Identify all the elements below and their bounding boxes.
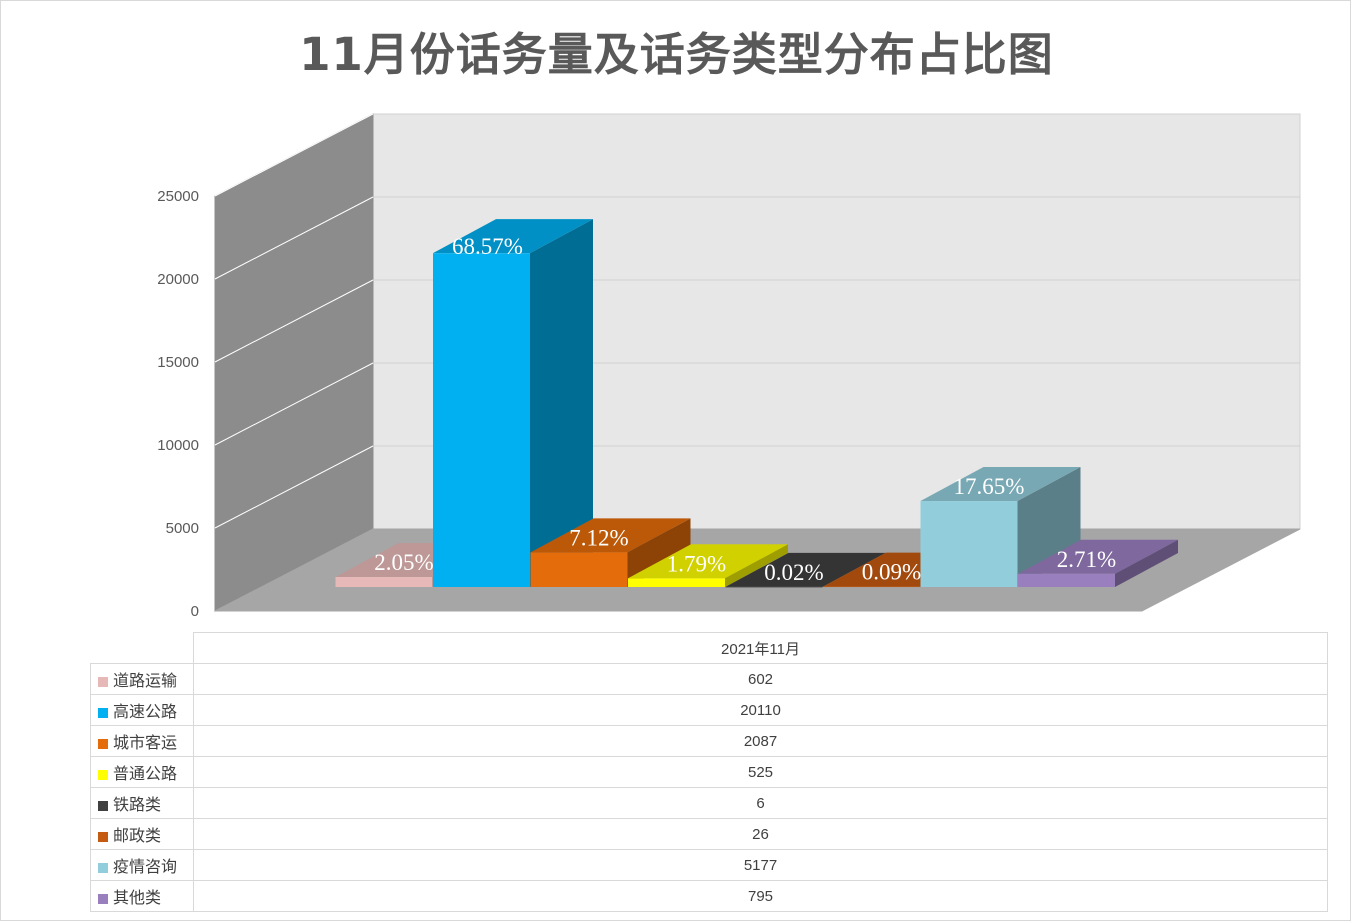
legend-swatch (98, 893, 108, 904)
table-row: 铁路类 6 (90, 787, 1328, 819)
legend-key: 高速公路 (90, 694, 194, 726)
legend-label: 城市客运 (113, 733, 178, 752)
legend-key: 疫情咨询 (90, 849, 194, 881)
y-axis-ticks: 0 5000 10000 15000 20000 25000 (157, 188, 199, 620)
legend-key: 其他类 (90, 880, 194, 912)
data-table-corner (90, 632, 194, 664)
bar-side (1115, 539, 1178, 587)
bar-top (433, 219, 593, 254)
bar-7 (920, 467, 1081, 587)
y-tick-label: 10000 (157, 437, 199, 454)
table-value: 26 (193, 818, 1328, 850)
gridline-side (214, 196, 374, 280)
data-labels: 2.05% 68.57% 7.12% 1.79% 0.02% 0.09% 17.65% 2.7… (374, 234, 1116, 585)
y-tick-label: 20000 (157, 271, 199, 288)
bar-front (433, 253, 530, 587)
data-table-header-category: 2021年11月 (193, 632, 1328, 664)
data-label: 2.05% (374, 550, 433, 575)
table-value: 6 (193, 787, 1328, 819)
legend-swatch (98, 738, 108, 749)
data-label: 7.12% (569, 525, 628, 550)
legend-swatch (98, 676, 108, 687)
table-row: 普通公路 525 (90, 756, 1328, 788)
table-value: 525 (193, 756, 1328, 788)
bar-front (628, 578, 725, 587)
bar-top (725, 552, 886, 587)
bar-3 (530, 518, 691, 587)
bar-front (1018, 573, 1115, 587)
bar-top (1018, 539, 1178, 574)
y-tick-label: 15000 (157, 354, 199, 371)
side-wall (214, 113, 374, 612)
gridline-side (214, 362, 374, 446)
y-tick-label: 0 (191, 603, 199, 620)
data-label: 17.65% (954, 474, 1025, 499)
bar-top (628, 544, 788, 579)
bar-4 (628, 544, 788, 587)
bar-top (920, 467, 1081, 502)
legend-key: 道路运输 (90, 663, 194, 695)
legend-label: 普通公路 (113, 764, 178, 783)
data-label: 1.79% (667, 551, 726, 576)
data-table: 2021年11月 道路运输 602 高速公路 20110 城市客运 2087 普通公路 525… (90, 632, 1328, 912)
bar-front (335, 577, 433, 587)
table-row: 其他类 795 (90, 880, 1328, 912)
legend-label: 高速公路 (113, 702, 178, 721)
legend-swatch (98, 862, 108, 873)
y-tick-label: 5000 (166, 520, 199, 537)
legend-key: 铁路类 (90, 787, 194, 819)
table-value: 20110 (193, 694, 1328, 726)
legend-swatch (98, 831, 108, 842)
legend-swatch (98, 800, 108, 811)
legend-key: 邮政类 (90, 818, 194, 850)
plot-area: 0 5000 10000 15000 20000 25000 2.05% 68.57% 7.1… (157, 113, 1301, 620)
bar-front (920, 501, 1018, 587)
legend-label: 疫情咨询 (113, 857, 178, 876)
data-label: 0.09% (862, 560, 921, 585)
gridline-side (214, 279, 374, 363)
bar-side (725, 544, 788, 587)
legend-label: 邮政类 (113, 826, 162, 845)
table-value: 602 (193, 663, 1328, 695)
data-table-header-row: 2021年11月 (90, 632, 1328, 664)
legend-key: 普通公路 (90, 756, 194, 788)
bar-8 (1018, 539, 1178, 587)
bars (335, 219, 1178, 588)
data-label: 68.57% (452, 234, 523, 259)
chart-title: 11月份话务量及话务类型分布占比图 (299, 28, 1054, 81)
legend-label: 其他类 (113, 888, 162, 907)
bar-2 (433, 219, 593, 587)
bar-top (530, 518, 691, 553)
bar-front (725, 586, 823, 588)
table-value: 2087 (193, 725, 1328, 757)
table-row: 高速公路 20110 (90, 694, 1328, 726)
gridline-side (214, 113, 374, 197)
table-row: 道路运输 602 (90, 663, 1328, 695)
table-value: 795 (193, 880, 1328, 912)
table-row: 城市客运 2087 (90, 725, 1328, 757)
legend-key: 城市客运 (90, 725, 194, 757)
legend-label: 铁路类 (113, 795, 162, 814)
table-value: 5177 (193, 849, 1328, 881)
legend-swatch (98, 707, 108, 718)
data-label: 2.71% (1057, 547, 1116, 572)
bar-side (530, 219, 593, 587)
gridline-side (214, 445, 374, 529)
legend-label: 道路运输 (113, 671, 178, 690)
bar-front (530, 552, 628, 587)
table-row: 疫情咨询 5177 (90, 849, 1328, 881)
data-label: 0.02% (764, 560, 823, 585)
bar-front (823, 586, 920, 588)
table-row: 邮政类 26 (90, 818, 1328, 850)
legend-swatch (98, 769, 108, 780)
y-tick-label: 25000 (157, 188, 199, 205)
bar-side (627, 518, 691, 587)
